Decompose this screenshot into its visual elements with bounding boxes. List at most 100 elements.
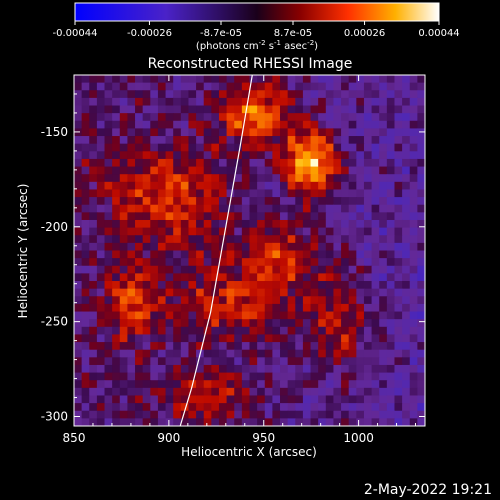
heatmap-pixel (173, 418, 182, 426)
heatmap-pixel (371, 189, 380, 198)
heatmap-pixel (173, 181, 182, 191)
heatmap-pixel (211, 258, 220, 267)
heatmap-pixel (310, 128, 319, 137)
heatmap-pixel (234, 403, 243, 412)
heatmap-pixel (341, 136, 350, 145)
heatmap-pixel (287, 319, 296, 328)
heatmap-pixel (257, 181, 266, 191)
heatmap-pixel (234, 174, 243, 183)
heatmap-pixel (325, 372, 335, 381)
heatmap-pixel (165, 151, 174, 160)
heatmap-pixel (127, 319, 136, 328)
heatmap-pixel (142, 319, 151, 328)
heatmap-pixel (173, 319, 182, 328)
heatmap-pixel (310, 372, 319, 381)
heatmap-pixel (234, 158, 243, 168)
heatmap-pixel (348, 136, 357, 145)
heatmap-pixel (272, 395, 281, 404)
heatmap-pixel (142, 334, 151, 343)
heatmap-pixel (295, 265, 304, 274)
heatmap-pixel (402, 151, 411, 160)
heatmap-pixel (96, 90, 106, 99)
heatmap-pixel (135, 128, 144, 137)
heatmap-pixel (348, 342, 357, 351)
heatmap-pixel (333, 319, 342, 328)
heatmap-pixel (112, 212, 121, 221)
heatmap-pixel (409, 143, 418, 152)
heatmap-pixel (89, 395, 98, 404)
heatmap-pixel (127, 97, 136, 107)
heatmap-pixel (226, 372, 235, 381)
heatmap-pixel (150, 113, 159, 122)
heatmap-pixel (89, 311, 98, 320)
heatmap-pixel (363, 380, 373, 389)
heatmap-pixel (409, 273, 418, 282)
heatmap-pixel (402, 372, 411, 381)
heatmap-pixel (409, 364, 418, 374)
heatmap-pixel (81, 113, 90, 122)
heatmap-pixel (394, 418, 403, 426)
heatmap-pixel (203, 128, 212, 137)
heatmap-pixel (180, 403, 190, 412)
heatmap-pixel (371, 288, 380, 297)
heatmap-pixel (127, 143, 136, 152)
heatmap-pixel (142, 181, 151, 191)
heatmap-pixel (341, 189, 350, 198)
heatmap-pixel (272, 120, 281, 130)
heatmap-pixel (394, 227, 403, 236)
heatmap-pixel (150, 296, 159, 305)
heatmap-pixel (325, 250, 335, 259)
heatmap-pixel (287, 334, 296, 343)
heatmap-pixel (417, 288, 425, 297)
heatmap-pixel (386, 189, 396, 198)
heatmap-pixel (371, 212, 380, 221)
heatmap-pixel (188, 387, 197, 397)
heatmap-pixel (394, 364, 403, 374)
heatmap-pixel (180, 181, 190, 191)
heatmap-pixel (218, 372, 228, 381)
heatmap-pixel (226, 82, 235, 91)
heatmap-pixel (104, 349, 113, 358)
heatmap-pixel (257, 387, 266, 397)
heatmap-pixel (287, 143, 296, 152)
heatmap-pixel (310, 143, 319, 152)
heatmap-pixel (310, 250, 319, 259)
heatmap-pixel (211, 387, 220, 397)
heatmap-pixel (119, 250, 129, 259)
heatmap-pixel (379, 311, 388, 320)
heatmap-pixel (81, 219, 90, 229)
heatmap-pixel (264, 113, 273, 122)
heatmap-pixel (173, 380, 182, 389)
heatmap-pixel (188, 258, 197, 267)
heatmap-pixel (211, 90, 220, 99)
heatmap-pixel (394, 75, 403, 84)
heatmap-pixel (402, 281, 411, 290)
heatmap-pixel (257, 380, 266, 389)
heatmap-pixel (188, 166, 197, 175)
heatmap-pixel (203, 250, 212, 259)
heatmap-pixel (226, 97, 235, 107)
heatmap-pixel (173, 235, 182, 244)
heatmap-pixel (127, 189, 136, 198)
x-tick-label: 1000 (343, 431, 374, 445)
heatmap-pixel (188, 143, 197, 152)
heatmap-pixel (135, 357, 144, 366)
heatmap-pixel (135, 227, 144, 236)
heatmap-pixel (356, 227, 365, 236)
heatmap-pixel (280, 250, 289, 259)
heatmap-pixel (363, 349, 373, 358)
heatmap-pixel (356, 136, 365, 145)
heatmap-pixel (379, 128, 388, 137)
heatmap-pixel (318, 82, 327, 91)
heatmap-pixel (127, 242, 136, 252)
heatmap-pixel (417, 372, 425, 381)
heatmap-pixel (409, 166, 418, 175)
heatmap-pixel (264, 395, 273, 404)
heatmap-pixel (127, 197, 136, 206)
heatmap-pixel (249, 349, 258, 358)
heatmap-pixel (348, 166, 357, 175)
heatmap-pixel (196, 90, 205, 99)
heatmap-pixel (127, 75, 136, 84)
heatmap-pixel (318, 380, 327, 389)
heatmap-pixel (264, 174, 273, 183)
